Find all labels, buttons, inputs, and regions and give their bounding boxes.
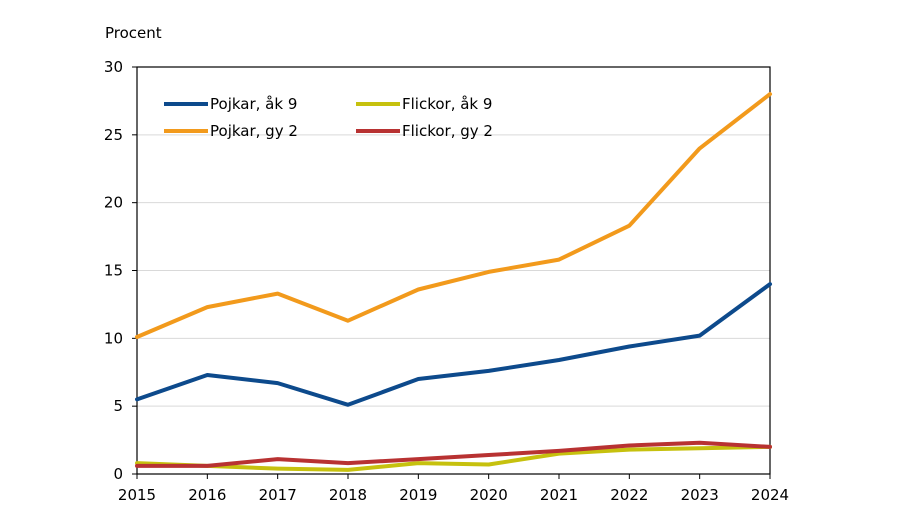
- y-tick-label: 30: [104, 58, 123, 76]
- y-tick-labels: 0 5 10 15 20 25 30: [104, 58, 123, 483]
- series-line-4: [135, 440, 772, 468]
- x-tick-label: 2017: [259, 486, 297, 504]
- x-tick-labels: 2015 2016 2017 2018 2019 2020 2021 2022 2023 2024: [118, 486, 789, 504]
- x-tick-label: 2024: [751, 486, 789, 504]
- y-tick-label: 5: [113, 397, 123, 415]
- y-axis-unit-label: Procent: [105, 24, 162, 42]
- series-line-1: [135, 282, 772, 407]
- x-tick-label: 2015: [118, 486, 156, 504]
- x-tick-label: 2020: [470, 486, 508, 504]
- y-tick-label: 10: [104, 329, 123, 347]
- x-tick-label: 2022: [610, 486, 648, 504]
- y-tick-label: 15: [104, 262, 123, 280]
- y-tick-label: 0: [113, 465, 123, 483]
- legend-label: Pojkar, gy 2: [210, 122, 298, 140]
- legend-label: Flickor, gy 2: [402, 122, 493, 140]
- legend-label: Pojkar, åk 9: [210, 95, 297, 113]
- gridlines: [137, 66, 770, 407]
- axes: [132, 66, 771, 479]
- series-line-3: [135, 92, 772, 339]
- legend-label: Flickor, åk 9: [402, 95, 492, 113]
- legend: Pojkar, åk 9 Flickor, åk 9 Pojkar, gy 2 Fli…: [164, 95, 493, 140]
- y-tick-label: 25: [104, 126, 123, 144]
- x-tick-label: 2016: [188, 486, 226, 504]
- x-tick-label: 2023: [681, 486, 719, 504]
- x-tick-label: 2019: [399, 486, 437, 504]
- x-tick-label: 2018: [329, 486, 367, 504]
- y-tick-label: 20: [104, 194, 123, 212]
- x-tick-label: 2021: [540, 486, 578, 504]
- series-lines: [135, 92, 772, 472]
- series-line-2: [135, 444, 772, 472]
